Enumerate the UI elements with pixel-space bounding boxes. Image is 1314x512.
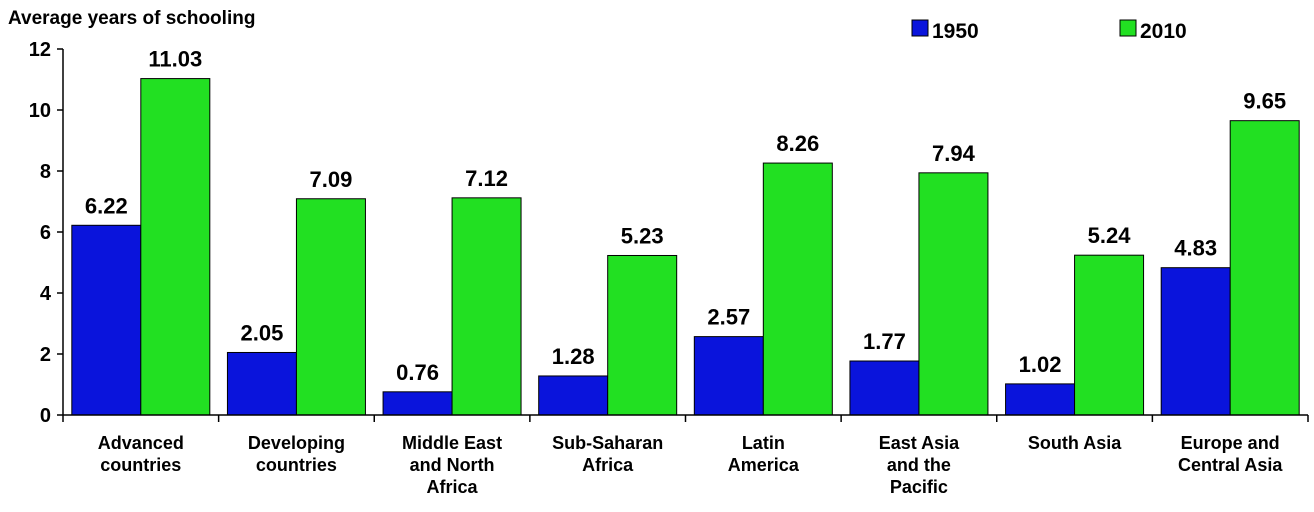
bar-2010 — [1074, 254, 1145, 416]
legend-swatch-1950 — [911, 19, 929, 37]
data-label-2010: 7.09 — [310, 167, 353, 192]
data-label-2010: 7.12 — [465, 166, 508, 191]
legend: 1950 2010 — [911, 19, 1187, 43]
data-label-1950: 1.28 — [552, 344, 595, 369]
legend-label-2010: 2010 — [1140, 20, 1187, 43]
bar-1950 — [71, 224, 142, 416]
category-label: Europe and Central Asia — [1178, 433, 1283, 475]
data-label-2010: 5.24 — [1088, 223, 1132, 248]
bar-2010 — [762, 162, 833, 416]
bar-2010 — [295, 198, 366, 416]
bar-1950 — [1005, 383, 1076, 416]
category-label: Latin America — [728, 433, 800, 475]
data-label-2010: 11.03 — [148, 47, 202, 72]
category-label: Advanced countries — [98, 433, 184, 475]
legend-label-1950: 1950 — [932, 20, 979, 43]
data-label-1950: 4.83 — [1174, 236, 1217, 261]
bar-2010 — [451, 197, 522, 416]
data-label-2010: 8.26 — [776, 131, 819, 156]
data-label-1950: 0.76 — [396, 360, 439, 385]
category-label: Middle East and North Africa — [402, 433, 502, 497]
category-label: Sub-Saharan Africa — [552, 433, 663, 475]
y-axis: 0 2 4 6 8 10 12 — [29, 39, 64, 427]
data-label-1950: 2.05 — [241, 320, 284, 345]
bar-2010 — [918, 172, 989, 416]
bar-1950 — [382, 391, 453, 416]
data-label-2010: 5.23 — [621, 223, 664, 248]
bar-2010 — [607, 254, 678, 416]
x-axis: Advanced countries Developing countries Midd… — [62, 414, 1309, 497]
y-tick-label: 10 — [29, 100, 51, 122]
data-label-1950: 1.02 — [1019, 352, 1062, 377]
bar-1950 — [226, 351, 297, 416]
category-label: Developing countries — [248, 433, 345, 475]
y-tick-label: 8 — [40, 161, 51, 183]
bar-labels: 6.22 2.05 0.76 1.28 2.57 1.77 1.02 4.83 11.03 7.0… — [85, 47, 1286, 385]
bar-1950 — [849, 360, 920, 416]
data-label-1950: 6.22 — [85, 193, 128, 218]
category-label: East Asia and the Pacific — [879, 433, 960, 497]
bar-2010 — [1229, 120, 1300, 416]
category-label: South Asia — [1028, 433, 1122, 453]
legend-swatch-2010 — [1119, 19, 1137, 37]
bar-2010 — [140, 78, 211, 416]
y-tick-label: 12 — [29, 39, 51, 61]
y-axis-title: Average years of schooling — [8, 8, 255, 29]
data-label-2010: 9.65 — [1243, 89, 1286, 114]
data-label-1950: 2.57 — [707, 305, 750, 330]
y-tick-label: 0 — [40, 405, 51, 427]
data-label-1950: 1.77 — [863, 329, 906, 354]
data-label-2010: 7.94 — [932, 141, 976, 166]
bar-1950 — [538, 375, 609, 416]
y-tick-label: 2 — [40, 344, 51, 366]
y-tick-label: 4 — [40, 283, 52, 305]
y-tick-label: 6 — [40, 222, 51, 244]
bars — [71, 78, 1300, 416]
bar-1950 — [1160, 267, 1231, 416]
bar-1950 — [693, 336, 764, 416]
